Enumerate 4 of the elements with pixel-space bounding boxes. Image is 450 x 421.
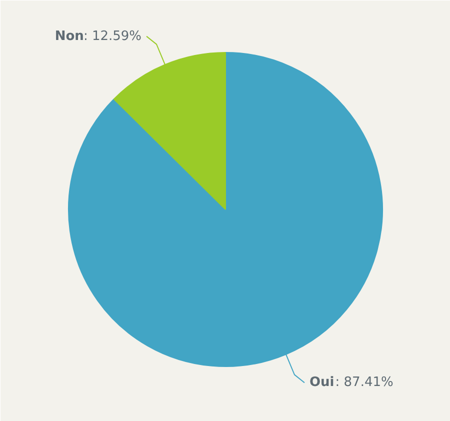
slice-label: Oui (309, 375, 334, 390)
data-label: : 12.59% (83, 28, 142, 44)
data-label: : 87.41% (335, 375, 394, 390)
slice-label: Non (54, 28, 84, 44)
